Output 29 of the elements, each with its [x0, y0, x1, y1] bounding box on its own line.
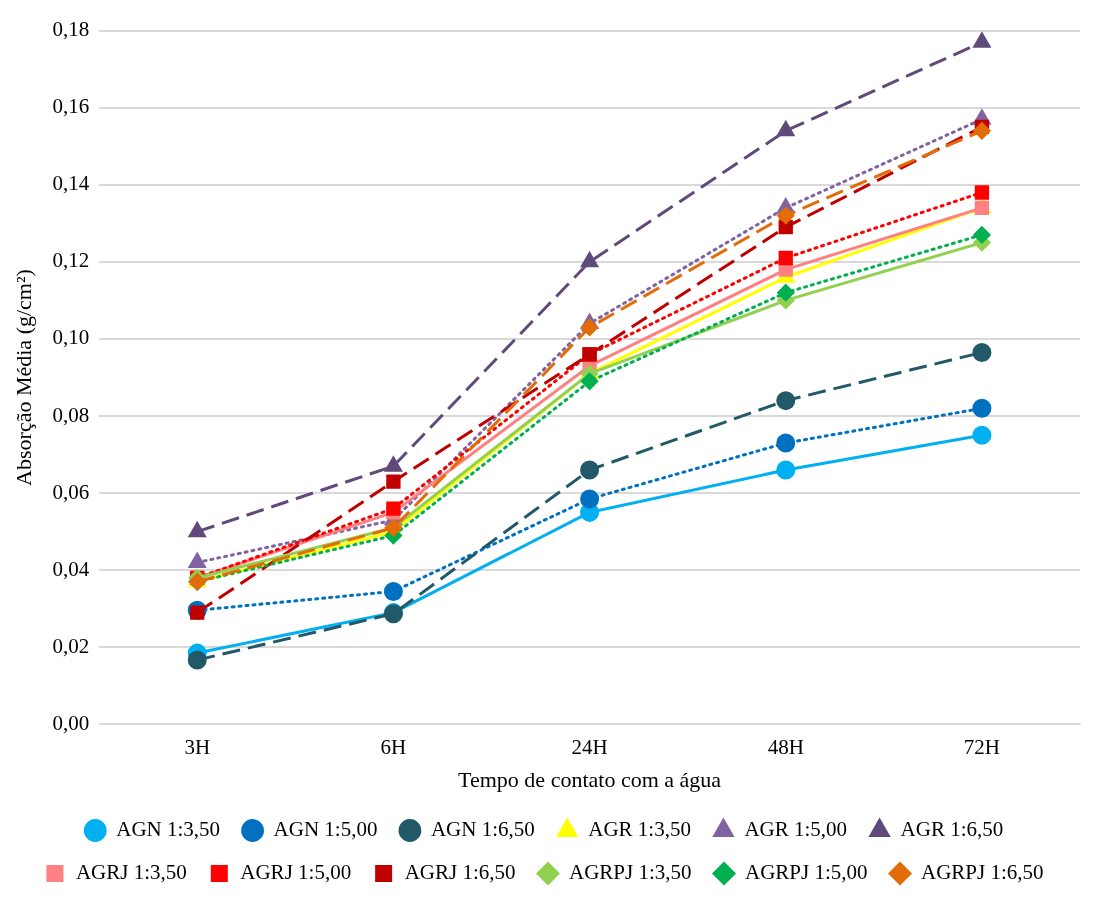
legend-label: AGN 1:6,50	[430, 817, 535, 842]
x-tick-label: 24H	[571, 734, 608, 759]
x-tick-label: 48H	[767, 734, 804, 759]
x-tick-label: 72H	[963, 734, 1000, 759]
legend-label: AGN 1:5,00	[273, 817, 378, 842]
legend-label: AGRPJ 1:5,00	[745, 860, 868, 885]
legend-label: AGRPJ 1:3,50	[568, 860, 692, 885]
y-tick-label: 0,12	[52, 248, 90, 273]
y-tick-label: 0,06	[52, 479, 90, 504]
y-tick-label: 0,16	[52, 94, 90, 119]
x-tick-label: 3H	[184, 734, 211, 759]
x-axis-title: Tempo de contato com a água	[458, 766, 722, 792]
y-tick-label: 0,10	[52, 325, 90, 350]
legend-label: AGN 1:3,50	[116, 817, 221, 842]
legend-label: AGR 1:5,00	[744, 817, 848, 842]
y-tick-label: 0,04	[52, 556, 90, 581]
y-tick-label: 0,00	[52, 710, 90, 735]
y-tick-label: 0,02	[52, 633, 90, 658]
legend-label: AGRJ 1:6,50	[404, 860, 516, 885]
legend-label: AGR 1:3,50	[588, 817, 691, 842]
legend-label: AGRJ 1:5,00	[240, 860, 352, 885]
y-tick-label: 0,18	[52, 17, 90, 42]
legend-label: AGRPJ 1:6,50	[921, 860, 1044, 885]
y-axis-title: Absorção Média (g/cm²)	[10, 269, 36, 486]
legend-label: AGR 1:6,50	[900, 817, 1004, 842]
y-tick-label: 0,14	[52, 171, 90, 196]
y-tick-label: 0,08	[52, 402, 90, 427]
x-tick-label: 6H	[380, 734, 407, 759]
legend-label: AGRJ 1:3,50	[75, 860, 187, 885]
